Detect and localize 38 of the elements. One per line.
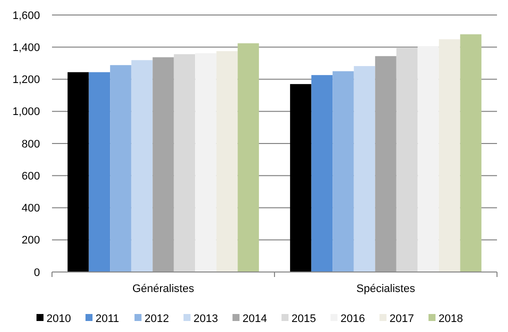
- bar: [174, 54, 196, 272]
- bar: [238, 43, 259, 272]
- bar: [195, 53, 216, 272]
- legend-label: 2014: [242, 312, 267, 325]
- bar: [68, 72, 89, 272]
- legend-label: 2013: [194, 312, 218, 325]
- legend-label: 2016: [340, 312, 365, 325]
- bar: [438, 39, 460, 272]
- bar: [396, 47, 418, 272]
- y-tick-label: 400: [22, 202, 40, 215]
- bar: [354, 66, 376, 272]
- legend-label: 2017: [390, 312, 414, 325]
- y-tick-label: 0: [34, 266, 40, 279]
- y-tick-label: 1,200: [12, 74, 40, 86]
- y-tick-label: 200: [22, 234, 40, 247]
- x-tick-label: Généralistes: [132, 283, 195, 295]
- y-tick-label: 1,400: [12, 42, 40, 54]
- legend-label: 2015: [292, 312, 316, 325]
- bar: [88, 72, 110, 272]
- legend-label: 2011: [96, 312, 120, 325]
- y-tick-label: 1,000: [12, 106, 40, 118]
- bar: [290, 84, 312, 272]
- bar: [311, 75, 333, 272]
- legend-label: 2018: [438, 312, 463, 325]
- bar: [110, 65, 132, 272]
- bar: [418, 46, 439, 272]
- y-tick-label: 600: [22, 170, 40, 182]
- x-tick-label: Spécialistes: [356, 283, 416, 295]
- bar: [152, 57, 174, 272]
- bar: [216, 51, 238, 272]
- bar: [332, 71, 354, 272]
- y-tick-label: 1,600: [12, 10, 40, 22]
- bar: [460, 34, 482, 272]
- legend-label: 2010: [46, 312, 71, 325]
- bar: [375, 56, 396, 272]
- bar: [131, 60, 153, 272]
- y-tick-label: 800: [22, 138, 40, 150]
- legend-label: 2012: [144, 312, 169, 325]
